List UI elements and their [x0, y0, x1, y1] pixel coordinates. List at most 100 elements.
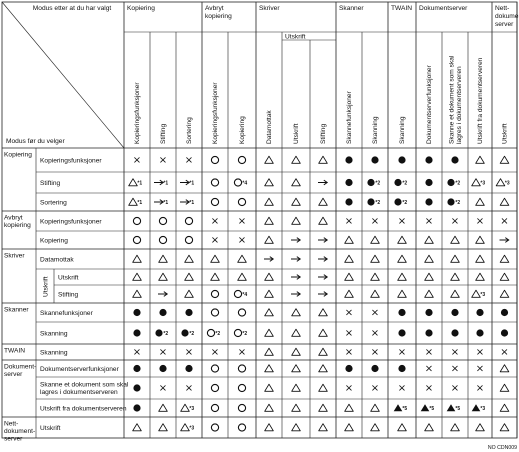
open-triangle-icon	[264, 383, 274, 392]
arrow-right-icon	[291, 256, 302, 262]
open-triangle-icon	[132, 254, 142, 263]
footnote-mark: *5	[429, 406, 434, 412]
filled-circle-icon	[425, 178, 433, 187]
open-triangle-icon	[471, 178, 481, 187]
row-label: lagres i dokumentserveren	[40, 389, 118, 396]
cross-icon: ×	[133, 347, 141, 358]
open-triangle-icon	[424, 254, 434, 263]
open-circle-icon	[158, 235, 168, 245]
arrow-right-icon	[318, 256, 329, 262]
arrow-right-icon	[154, 199, 165, 205]
open-circle-icon	[233, 178, 243, 187]
open-triangle-icon	[344, 235, 354, 244]
cross-icon: ×	[345, 347, 353, 358]
open-triangle-icon	[264, 328, 274, 337]
filled-circle-icon	[500, 308, 509, 317]
open-circle-icon	[237, 197, 247, 207]
footnote-mark: *3	[480, 181, 485, 187]
open-triangle-icon	[397, 254, 407, 263]
row-label: Stifting	[40, 180, 60, 187]
filled-triangle-icon	[446, 404, 456, 412]
open-triangle-icon	[291, 383, 301, 392]
open-circle-icon	[210, 423, 220, 432]
open-triangle-icon	[264, 178, 274, 187]
row-group-label: Skriver	[4, 253, 25, 260]
cross-icon: ×	[398, 383, 406, 394]
open-triangle-icon	[291, 216, 301, 225]
row-group-label: dokument-	[4, 428, 35, 435]
open-circle-icon	[210, 178, 220, 187]
cross-icon: ×	[476, 364, 484, 375]
row-label: Skannefunksjoner	[40, 310, 94, 317]
open-triangle-icon	[264, 235, 274, 244]
open-triangle-icon	[318, 308, 328, 317]
column-header: Stifting	[160, 124, 167, 144]
filled-circle-icon	[133, 329, 141, 337]
cross-icon: ×	[425, 383, 433, 394]
row-label: Utskrift	[40, 425, 61, 432]
row-label: Skanning	[40, 330, 68, 337]
column-header: Dokumentserverfunksjoner	[426, 64, 433, 144]
column-header: Kopiering	[239, 116, 246, 144]
footnote-mark: *5	[402, 406, 407, 412]
cross-icon: ×	[159, 155, 167, 166]
open-triangle-icon	[264, 423, 274, 432]
cross-icon: ×	[238, 216, 246, 227]
figure-code: NO CDN009	[488, 445, 517, 451]
filled-circle-icon	[133, 308, 141, 317]
column-header: Kopieringsfunksjoner	[134, 82, 141, 144]
cross-icon: ×	[425, 364, 433, 375]
cross-icon: ×	[398, 347, 406, 358]
cross-icon: ×	[345, 308, 353, 319]
open-triangle-icon	[344, 289, 354, 298]
column-header: lagres i dokumentserveren	[456, 66, 463, 144]
arrow-right-icon	[318, 179, 329, 186]
filled-circle-icon	[345, 364, 353, 373]
cross-icon: ×	[345, 216, 353, 227]
filled-circle-icon	[425, 329, 433, 337]
column-header: Kopieringsfunksjoner	[212, 82, 219, 144]
row-group-label: Skanner	[4, 307, 29, 314]
open-circle-icon	[233, 328, 243, 338]
open-triangle-icon	[318, 328, 328, 337]
open-triangle-icon	[318, 216, 328, 225]
filled-circle-icon	[394, 198, 402, 206]
open-triangle-icon	[318, 347, 328, 356]
row-label: Stifting	[58, 291, 78, 298]
arrow-right-icon	[154, 179, 165, 186]
group-header-kop: Kopiering	[127, 5, 155, 12]
open-triangle-icon	[499, 155, 510, 164]
footnote-mark: *1	[137, 181, 142, 187]
cross-icon: ×	[371, 383, 379, 394]
row-label: Kopieringsfunksjoner	[40, 218, 102, 225]
open-triangle-icon	[180, 403, 190, 412]
column-header: Datamottak	[266, 110, 273, 144]
arrow-right-icon	[318, 291, 329, 297]
row-group-label: kopiering	[4, 222, 31, 229]
open-triangle-icon	[264, 155, 274, 164]
open-triangle-icon	[132, 272, 142, 281]
footnote-mark: *2	[189, 331, 194, 337]
open-triangle-icon	[475, 272, 485, 281]
cross-icon: ×	[500, 216, 508, 227]
cross-icon: ×	[451, 383, 459, 394]
column-header: Skanning	[399, 116, 406, 144]
column-header: Skanning	[372, 116, 379, 144]
table-text: Modus etter at du har valgt Modus før du …	[4, 5, 519, 443]
open-triangle-icon	[128, 197, 138, 206]
footnote-mark: *4	[242, 292, 247, 298]
cross-icon: ×	[345, 328, 353, 339]
arrow-right-icon	[180, 179, 191, 186]
filled-circle-icon	[476, 308, 484, 317]
open-triangle-icon	[370, 289, 380, 298]
cross-icon: ×	[371, 328, 379, 339]
open-triangle-icon	[264, 308, 274, 317]
open-triangle-icon	[499, 254, 510, 263]
filled-circle-icon	[425, 308, 433, 317]
open-circle-icon	[210, 308, 220, 317]
filled-circle-icon	[394, 178, 402, 187]
open-circle-icon	[233, 289, 243, 299]
open-triangle-icon	[344, 272, 354, 281]
footnote-mark: *3	[189, 426, 194, 432]
open-triangle-icon	[424, 235, 434, 244]
